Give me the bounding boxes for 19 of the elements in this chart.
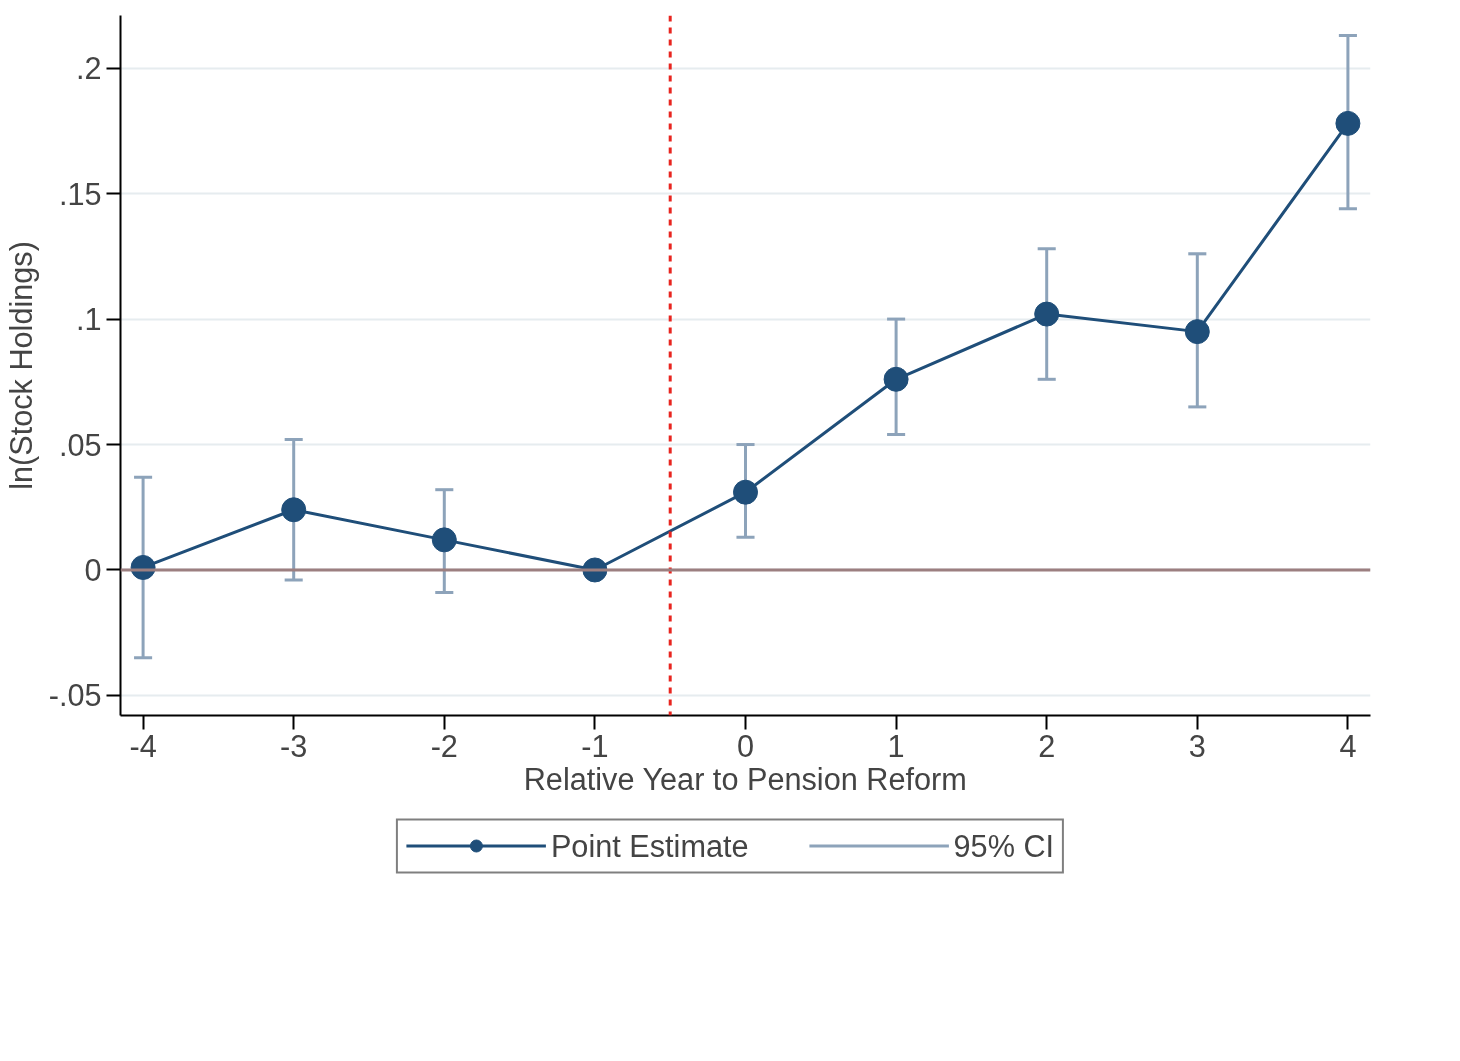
y-tick-label: -.05 [48, 678, 102, 713]
x-tick-label: 0 [736, 728, 755, 763]
x-tick-label: -3 [280, 728, 308, 763]
y-tick-label: .05 [58, 427, 102, 462]
text: 95% CI [953, 828, 1055, 863]
x-tick-label: -4 [129, 728, 157, 763]
x-axis-title: Relative Year to Pension Reform [523, 761, 967, 796]
x-tick-label: -1 [581, 728, 609, 763]
y-tick-label: .1 [75, 302, 102, 337]
x-tick-label: -2 [430, 728, 458, 763]
x-tick-label: 1 [887, 728, 905, 763]
x-tick-label: 2 [1038, 728, 1056, 763]
y-tick-label: 0 [84, 552, 102, 587]
y-tick-label: .15 [58, 176, 102, 211]
y-axis-title: ln(Stock Holdings) [3, 241, 39, 490]
x-tick-label: 3 [1188, 728, 1206, 763]
y-tick-label: .2 [75, 51, 102, 86]
x-tick-label: 4 [1339, 728, 1357, 763]
legend-label: Point Estimate [550, 828, 749, 863]
